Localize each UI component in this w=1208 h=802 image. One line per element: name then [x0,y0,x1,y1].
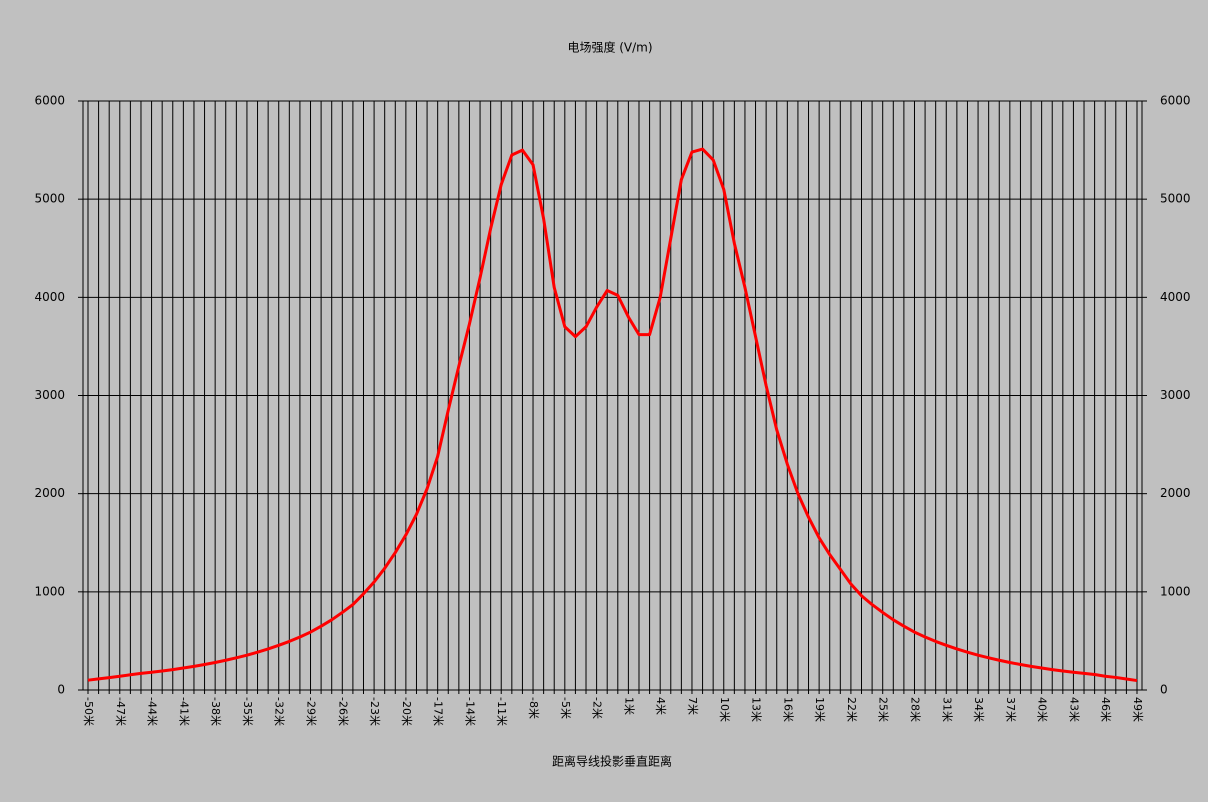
x-tick-label: -17米 [432,697,445,726]
x-tick-label: -29米 [305,697,318,726]
x-tick-label: 28米 [908,697,921,722]
x-tick-label: -20米 [400,697,413,726]
y2-tick-label: 5000 [1160,192,1191,206]
x-tick-label: 10米 [718,697,731,722]
x-tick-label: -14米 [463,697,476,726]
x-tick-label: 31米 [940,697,953,722]
y2-tick-label: 4000 [1160,290,1191,304]
y-tick-label: 2000 [34,486,65,500]
x-tick-label: 16米 [781,697,794,722]
x-tick-label: -41米 [177,697,190,726]
x-tick-label: 25米 [877,697,890,722]
x-tick-label: -26米 [336,697,349,726]
y2-tick-label: 0 [1160,683,1168,697]
x-tick-label: 46米 [1099,697,1112,722]
x-tick-label: -11米 [495,697,508,726]
x-tick-label: 22米 [845,697,858,722]
x-tick-label: -44米 [146,697,159,726]
x-tick-label: -32米 [273,697,286,726]
x-tick-label: -5米 [559,697,572,719]
y2-tick-label: 6000 [1160,94,1191,108]
chart-title: 电场强度 (V/m) [567,40,652,55]
line-series [87,147,1138,683]
x-tick-label: 49米 [1131,697,1144,722]
y-tick-label: 3000 [34,388,65,402]
y-tick-label: 4000 [34,290,65,304]
x-tick-label: -38米 [209,697,222,726]
x-axis-title: 距离导线投影垂直距离 [552,754,672,769]
y-tick-label: 6000 [34,94,65,108]
x-tick-label: -35米 [241,697,254,726]
y-tick-label: 5000 [34,192,65,206]
x-tick-label: 37米 [1004,697,1017,722]
x-tick-label: -47米 [114,697,127,726]
y2-tick-label: 1000 [1160,584,1191,598]
x-tick-label: 34米 [972,697,985,722]
x-tick-label: -50米 [82,697,95,726]
x-tick-label: -8米 [527,697,540,719]
y2-tick-label: 2000 [1160,486,1191,500]
x-tick-label: -23米 [368,697,381,726]
x-tick-label: -2米 [591,697,604,719]
x-tick-label: 43米 [1067,697,1080,722]
x-tick-label: 7米 [686,697,699,715]
x-tick-label: 4米 [654,697,667,715]
y-tick-label: 0 [57,683,65,697]
x-tick-label: 19米 [813,697,826,722]
x-tick-label: 40米 [1036,697,1049,722]
y2-tick-label: 3000 [1160,388,1191,402]
plot-frame [82,100,1143,691]
x-tick-label: 13米 [750,697,763,722]
x-tick-label: 1米 [622,697,635,715]
y-tick-label: 1000 [34,584,65,598]
